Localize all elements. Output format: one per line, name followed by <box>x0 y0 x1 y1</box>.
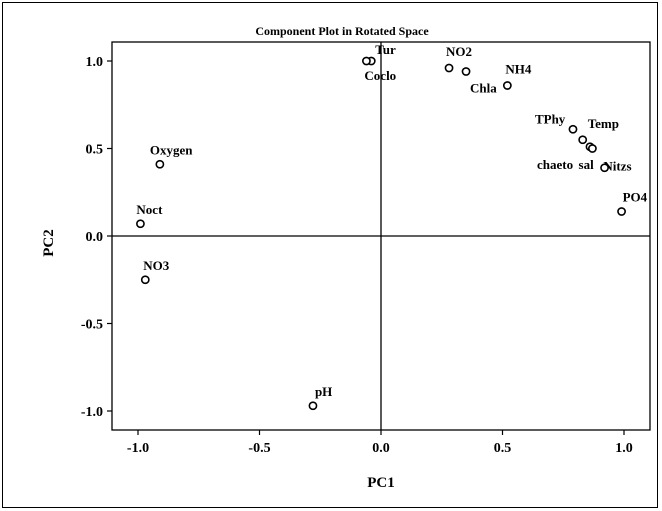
point-label-nitzs: Nitzs <box>603 159 631 174</box>
point-marker-nh4 <box>502 81 512 90</box>
point-marker-tphy <box>568 124 578 134</box>
point-marker-ph <box>308 401 318 411</box>
point-label-nh4: NH4 <box>505 62 532 77</box>
point-label-coclo: Coclo <box>364 68 396 83</box>
point-marker-chla <box>461 67 471 76</box>
point-marker-temp <box>578 135 588 145</box>
x-axis-title: PC1 <box>367 475 395 491</box>
y-axis-ticks: 1.0 0.5 0.0 -0.5 -1.0 <box>81 55 112 420</box>
y-tick-label: -1.0 <box>81 405 103 420</box>
point-label-temp: Temp <box>588 116 619 131</box>
x-tick-label: 1.0 <box>615 441 633 456</box>
x-tick-label: 0.0 <box>372 441 390 456</box>
y-axis-title: PC2 <box>41 229 57 257</box>
y-tick-label: 1.0 <box>86 55 104 70</box>
point-marker-nitzs <box>588 144 597 153</box>
point-label-no3: NO3 <box>143 258 170 273</box>
x-axis-ticks: -1.0 -0.5 0.0 0.5 1.0 <box>127 430 633 456</box>
reference-lines <box>112 42 650 430</box>
point-label-sal: sal <box>579 157 595 172</box>
x-tick-label: -0.5 <box>248 441 270 456</box>
point-marker-no3 <box>140 275 150 285</box>
point-label-no2: NO2 <box>446 44 472 59</box>
y-tick-label: 0.0 <box>86 230 104 245</box>
point-label-chaeto: chaeto <box>537 157 573 172</box>
point-marker-no2 <box>444 63 454 73</box>
data-points: Tur Coclo NO2 Chla NH4 TPhy Temp chaeto Nitzs sal… <box>136 42 648 411</box>
point-marker-noct <box>136 219 145 229</box>
point-marker-sal <box>600 163 609 173</box>
x-tick-label: -1.0 <box>127 441 149 456</box>
point-label-tur: Tur <box>375 42 396 57</box>
point-marker-oxygen <box>155 159 165 169</box>
point-label-po4: PO4 <box>623 190 648 205</box>
point-label-noct: Noct <box>136 202 163 217</box>
y-tick-label: -0.5 <box>81 318 103 333</box>
point-marker-coclo <box>362 56 371 66</box>
x-tick-label: 0.5 <box>494 441 512 456</box>
chart-title: Component Plot in Rotated Space <box>255 24 429 38</box>
point-label-ph: pH <box>315 384 332 399</box>
point-label-oxygen: Oxygen <box>150 142 193 157</box>
point-marker-po4 <box>617 207 626 216</box>
point-label-chla: Chla <box>470 81 497 96</box>
point-label-tphy: TPhy <box>535 111 566 126</box>
y-tick-label: 0.5 <box>86 143 104 158</box>
